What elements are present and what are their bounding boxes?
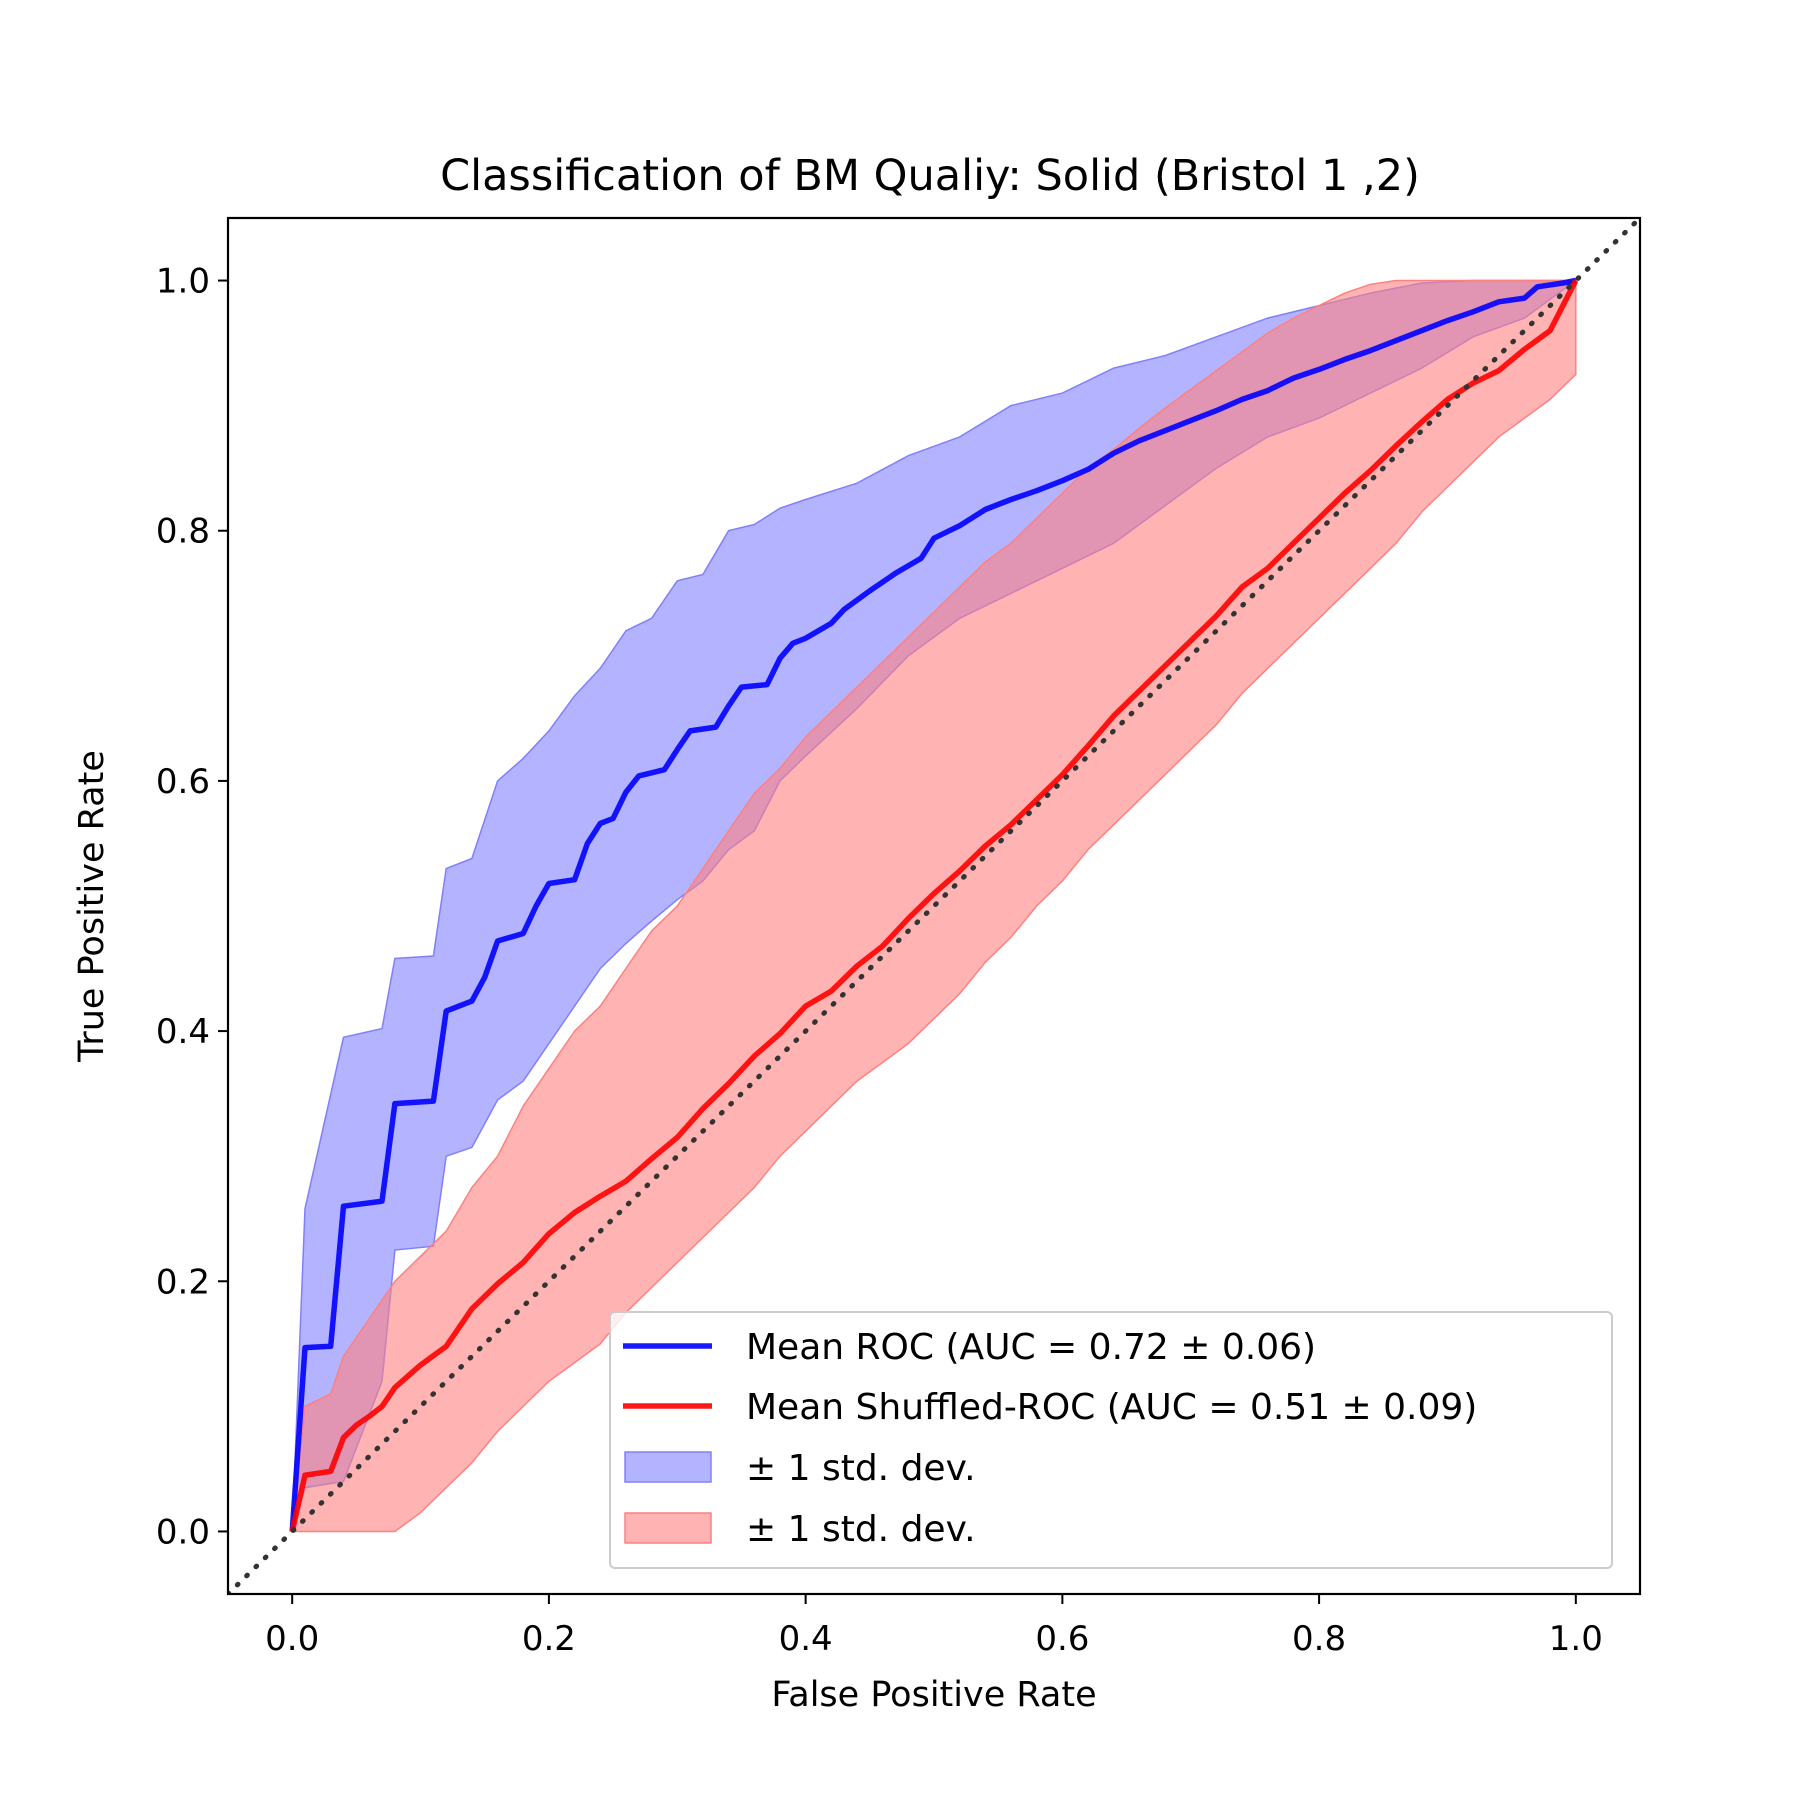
x-tick-label: 0.2 xyxy=(522,1619,576,1659)
plot-marks xyxy=(228,218,1640,1594)
x-tick-label: 1.0 xyxy=(1549,1619,1603,1659)
shuffled-line xyxy=(289,279,1579,1533)
y-tick-label: 1.0 xyxy=(156,262,210,302)
x-tick-label: 0.0 xyxy=(265,1619,319,1659)
legend-frame xyxy=(609,1311,1613,1569)
shuffled-legend-label: Mean Shuffled-ROC (AUC = 0.51 ± 0.09) xyxy=(746,1387,1477,1428)
y-tick-label: 0.8 xyxy=(156,512,210,552)
x-axis-ticks: 0.0 0.2 0.4 0.6 0.8 1.0 xyxy=(265,1594,1603,1659)
y-tick-label: 0.6 xyxy=(156,762,210,802)
x-tick-label: 0.6 xyxy=(1035,1619,1089,1659)
roc-band-legend-label: ± 1 std. dev. xyxy=(746,1448,976,1489)
legend: Mean ROC (AUC = 0.72 ± 0.06) Mean Shuffle… xyxy=(609,1311,1613,1569)
roc-legend-label: Mean ROC (AUC = 0.72 ± 0.06) xyxy=(746,1327,1316,1368)
y-tick-label: 0.2 xyxy=(156,1262,210,1302)
shuffled-band-legend-swatch xyxy=(624,1512,712,1544)
x-tick-label: 0.8 xyxy=(1292,1619,1346,1659)
plot-area xyxy=(228,218,1640,1594)
shuffled-band-legend-label: ± 1 std. dev. xyxy=(746,1509,976,1550)
axes-frame xyxy=(226,216,1642,1596)
x-axis-label: False Positive Rate xyxy=(771,1675,1096,1715)
y-tick-label: 0.4 xyxy=(156,1012,210,1052)
y-tick-label: 0.0 xyxy=(156,1512,210,1552)
y-axis-label: True Positive Rate xyxy=(72,750,112,1063)
chance-diagonal-line xyxy=(228,218,1640,1594)
x-tick-label: 0.4 xyxy=(779,1619,833,1659)
roc-line xyxy=(289,277,1577,1532)
roc-band-legend-swatch xyxy=(624,1451,712,1483)
chart-title: Classification of BM Qualiy: Solid (Bris… xyxy=(440,151,1420,201)
y-axis-ticks: 0.0 0.2 0.4 0.6 0.8 1.0 xyxy=(156,262,228,1552)
